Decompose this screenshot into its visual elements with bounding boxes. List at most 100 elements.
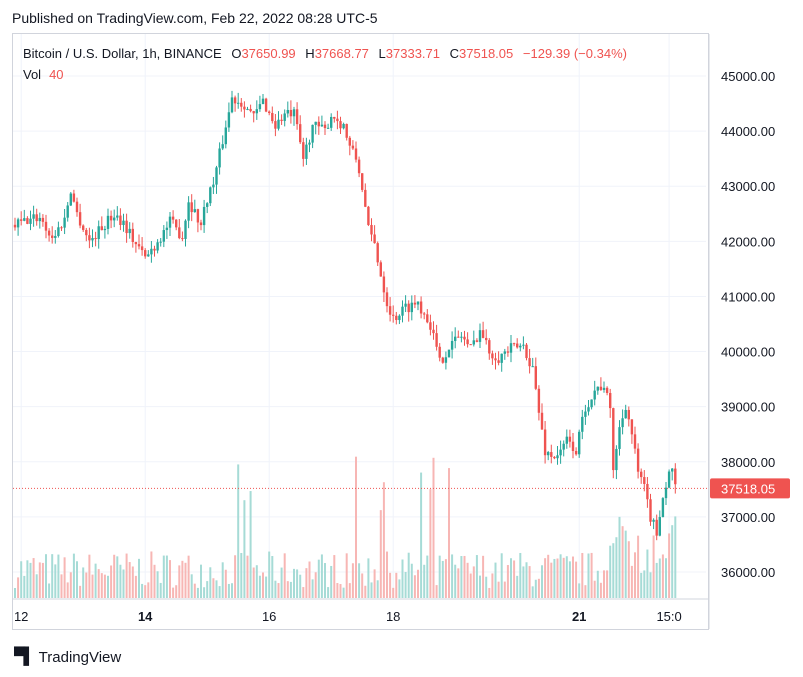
low-label: L	[378, 46, 386, 61]
volume-bar	[599, 582, 602, 598]
candle-body	[175, 219, 178, 228]
candle-body	[450, 340, 454, 350]
volume-bar	[441, 560, 444, 598]
tradingview-logo[interactable]: ▀▌ TradingView	[14, 648, 121, 666]
candle-body	[237, 102, 240, 104]
volume-bar	[200, 564, 202, 598]
candle-body	[615, 448, 618, 471]
candle-body	[215, 167, 218, 185]
candle-body	[295, 109, 299, 125]
candle-body	[162, 230, 165, 242]
candle-body	[534, 366, 537, 389]
candle-body	[233, 97, 237, 104]
volume-bar	[395, 572, 398, 598]
candle-body	[463, 336, 466, 340]
candle-body	[512, 343, 516, 345]
volume-bar	[609, 545, 612, 598]
volume-bar	[63, 557, 66, 598]
volume-bar	[547, 554, 550, 598]
volume-value: 40	[49, 67, 64, 82]
volume-bar	[330, 565, 333, 598]
volume-bar	[110, 565, 113, 598]
candle-body	[457, 336, 460, 338]
volume-bar	[559, 554, 562, 598]
candle-body	[432, 329, 435, 334]
volume-bar	[342, 587, 345, 598]
candle-body	[354, 148, 358, 160]
volume-bar	[339, 584, 342, 598]
volume-bar	[265, 576, 268, 598]
volume-bar	[500, 553, 503, 598]
candle-body	[376, 243, 379, 263]
volume-bar	[88, 554, 91, 598]
volume-bar	[488, 587, 491, 598]
volume-bar	[308, 561, 311, 598]
candle-body	[609, 392, 612, 409]
volume-bar	[324, 563, 326, 598]
volume-bar	[82, 567, 85, 598]
volume-bar	[283, 553, 286, 598]
candle-body	[429, 322, 432, 330]
volume-bar	[35, 574, 38, 598]
candle-body	[289, 109, 293, 117]
candle-body	[395, 315, 398, 321]
candle-body	[664, 487, 668, 499]
candle-body	[550, 452, 553, 457]
volume-bar	[196, 587, 199, 598]
candle-body	[20, 219, 23, 221]
volume-bar	[661, 554, 664, 598]
volume-bar	[364, 585, 367, 598]
volume-bar	[355, 456, 357, 598]
candle-body	[357, 159, 361, 174]
candle-body	[116, 215, 119, 218]
candle-body	[41, 217, 45, 222]
volume-bar	[587, 553, 590, 598]
candle-body	[528, 358, 531, 367]
y-tick-label: 36000.00	[721, 565, 775, 580]
candle-body	[88, 235, 91, 241]
low-value: 37333.71	[385, 46, 441, 61]
candle-body	[57, 227, 60, 236]
volume-bar	[451, 554, 454, 598]
volume-bar	[407, 552, 410, 598]
candle-body	[199, 222, 203, 226]
volume-bar	[94, 563, 97, 598]
candle-body	[553, 456, 556, 459]
candle-body	[587, 407, 590, 412]
candle-body	[311, 124, 314, 143]
change-value: −129.39 (−0.34%)	[522, 46, 627, 61]
candle-body	[243, 106, 246, 110]
candle-body	[633, 434, 637, 449]
volume-bar	[348, 583, 351, 598]
volume-bar	[413, 575, 416, 598]
volume-bar	[221, 562, 224, 598]
candle-body	[66, 205, 69, 218]
candle-body	[674, 468, 677, 485]
volume-bar	[655, 562, 658, 598]
candle-body	[475, 340, 479, 342]
candle-body	[283, 113, 286, 121]
candle-body	[202, 206, 206, 226]
volume-bar	[417, 569, 419, 598]
candle-body	[621, 418, 624, 428]
volume-bar	[76, 561, 78, 598]
volume-bar	[69, 572, 72, 598]
volume-bar	[14, 587, 16, 598]
volume-bar	[454, 564, 457, 598]
volume-bar	[333, 555, 336, 598]
candle-body	[618, 427, 621, 449]
volume-bar	[444, 559, 447, 598]
candle-body	[413, 302, 417, 305]
y-tick-label: 42000.00	[721, 234, 775, 249]
candle-body	[373, 234, 376, 244]
candle-body	[35, 214, 38, 222]
y-tick-label: 39000.00	[721, 400, 775, 415]
candle-body	[224, 127, 227, 145]
candle-body	[131, 228, 134, 242]
candle-body	[472, 340, 475, 345]
candle-body	[109, 215, 113, 221]
candle-body	[485, 337, 488, 341]
candle-body	[305, 144, 308, 159]
volume-bar	[668, 533, 671, 598]
